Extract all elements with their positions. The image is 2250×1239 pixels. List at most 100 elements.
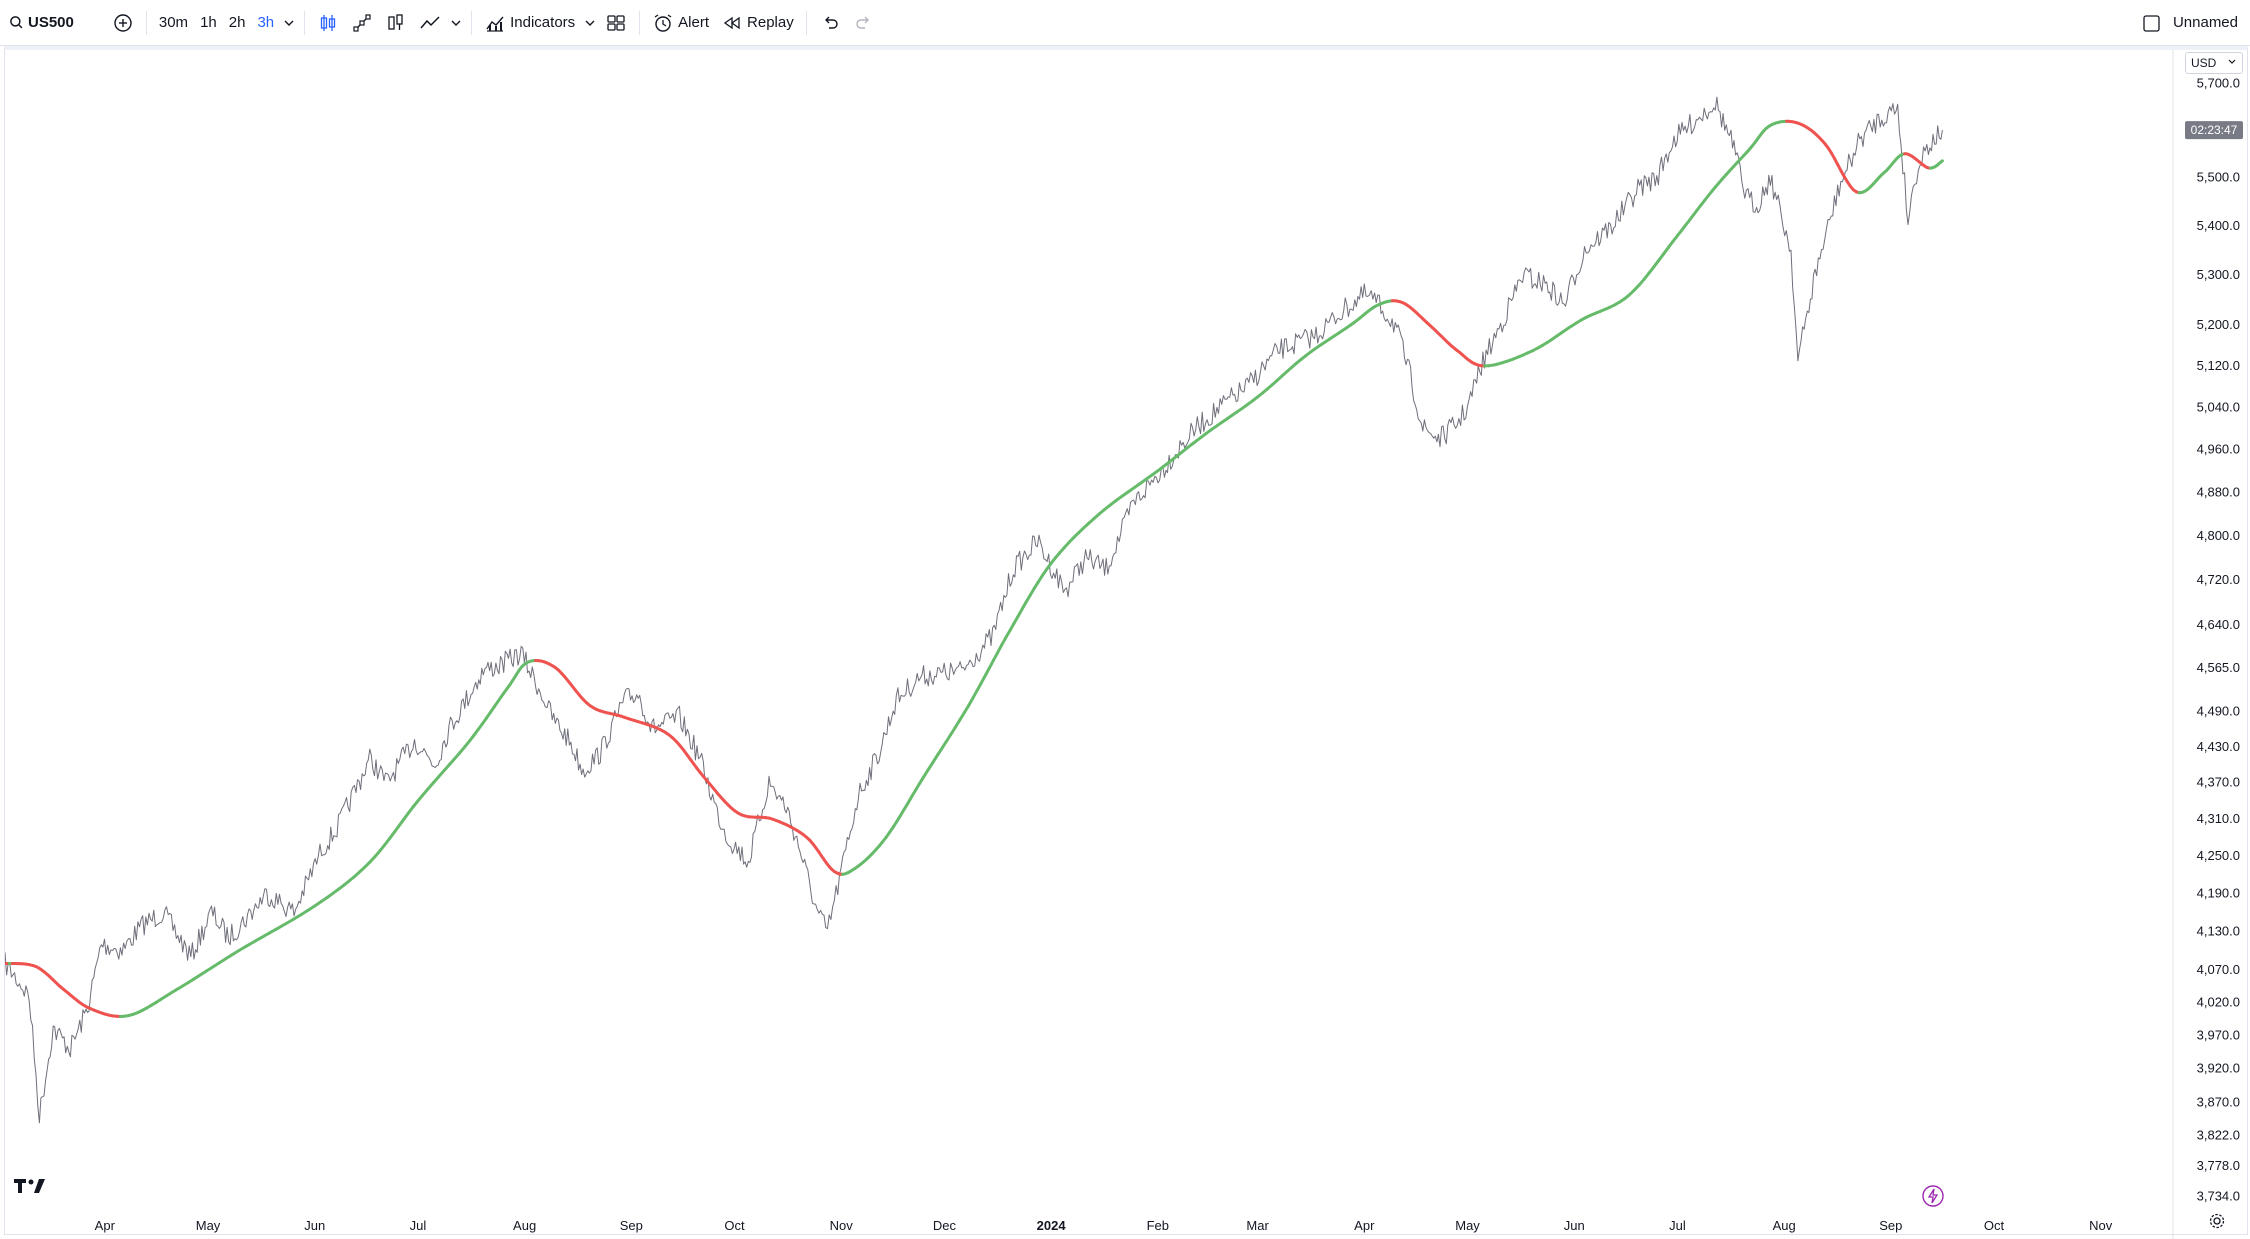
countdown-label: 02:23:47 xyxy=(2191,123,2238,137)
toolbar-divider xyxy=(806,11,807,35)
moving-average-segment xyxy=(1942,161,1943,162)
price-tick-label: 4,640.0 xyxy=(2197,617,2240,632)
interval-dropdown-button[interactable] xyxy=(280,6,298,40)
trend-button[interactable] xyxy=(413,6,447,40)
price-tick-label: 5,120.0 xyxy=(2197,358,2240,373)
series-group xyxy=(5,97,1942,1123)
alert-label: Alert xyxy=(678,14,709,31)
price-tick-label: 4,070.0 xyxy=(2197,962,2240,977)
chart-type-dropdown-button[interactable] xyxy=(447,6,465,40)
price-tick-label: 3,970.0 xyxy=(2197,1027,2240,1042)
currency-label: USD xyxy=(2191,56,2216,70)
currency-selector[interactable]: USD xyxy=(2185,52,2243,74)
price-tick-label: 4,310.0 xyxy=(2197,811,2240,826)
undo-icon xyxy=(819,12,841,34)
time-tick-label: Feb xyxy=(1147,1218,1169,1233)
price-tick-label: 4,430.0 xyxy=(2197,739,2240,754)
price-axis[interactable]: 5,700.05,600.05,500.05,400.05,300.05,200… xyxy=(2173,50,2243,1239)
price-tick-label: 4,190.0 xyxy=(2197,885,2240,900)
toolbar-divider xyxy=(639,11,640,35)
toolbar-divider xyxy=(471,11,472,35)
time-tick-label: Aug xyxy=(1773,1218,1796,1233)
toolbar-divider xyxy=(304,11,305,35)
redo-button[interactable] xyxy=(847,6,881,40)
time-tick-label: Mar xyxy=(1246,1218,1269,1233)
price-tick-label: 4,800.0 xyxy=(2197,528,2240,543)
price-tick-label: 4,490.0 xyxy=(2197,703,2240,718)
redo-icon xyxy=(853,12,875,34)
chart-pane[interactable]: 5,700.05,600.05,500.05,400.05,300.05,200… xyxy=(4,46,2248,1235)
interval-3h[interactable]: 3h xyxy=(251,6,280,40)
time-tick-label: Apr xyxy=(1354,1218,1375,1233)
alert-button[interactable]: Alert xyxy=(646,6,715,40)
replay-button[interactable]: Replay xyxy=(715,6,800,40)
indicators-label: Indicators xyxy=(510,14,575,31)
top-toolbar: US500 30m 1h 2h 3h xyxy=(0,0,2250,46)
time-tick-label: Oct xyxy=(724,1218,745,1233)
price-series-line xyxy=(5,97,1942,1123)
plus-circle-icon xyxy=(112,12,134,34)
checkbox-icon xyxy=(2141,12,2163,34)
price-tick-label: 3,778.0 xyxy=(2197,1158,2240,1173)
layout-templates-button[interactable] xyxy=(599,6,633,40)
interval-1h[interactable]: 1h xyxy=(194,6,223,40)
interval-2h[interactable]: 2h xyxy=(223,6,252,40)
price-tick-label: 4,880.0 xyxy=(2197,484,2240,499)
time-tick-label: Jul xyxy=(1669,1218,1686,1233)
price-tick-label: 5,040.0 xyxy=(2197,399,2240,414)
price-tick-label: 4,370.0 xyxy=(2197,775,2240,790)
chevron-down-icon xyxy=(449,12,463,34)
price-tick-label: 5,700.0 xyxy=(2197,76,2240,91)
time-tick-label: Apr xyxy=(95,1218,116,1233)
replay-label: Replay xyxy=(747,14,794,31)
tradingview-logo-icon[interactable] xyxy=(14,1178,48,1199)
time-tick-label: May xyxy=(196,1218,221,1233)
indicators-button[interactable]: Indicators xyxy=(478,6,581,40)
price-tick-label: 4,960.0 xyxy=(2197,441,2240,456)
time-tick-label: Jul xyxy=(410,1218,427,1233)
symbol-search-button[interactable]: US500 xyxy=(0,6,80,40)
trend-icon xyxy=(419,12,441,34)
lightning-icon[interactable] xyxy=(1921,1184,1945,1213)
time-tick-label: Sep xyxy=(1879,1218,1902,1233)
price-tick-label: 4,130.0 xyxy=(2197,923,2240,938)
search-icon xyxy=(8,12,26,34)
chart-type-candles-button[interactable] xyxy=(311,6,345,40)
price-tick-label: 4,565.0 xyxy=(2197,660,2240,675)
price-tick-label: 3,734.0 xyxy=(2197,1189,2240,1204)
alarm-clock-icon xyxy=(652,12,674,34)
time-tick-label: Nov xyxy=(830,1218,854,1233)
line-tool-button[interactable] xyxy=(345,6,379,40)
price-tick-label: 5,500.0 xyxy=(2197,170,2240,185)
line-tool-icon xyxy=(351,12,373,34)
price-tick-label: 5,400.0 xyxy=(2197,218,2240,233)
bar-style-button[interactable] xyxy=(379,6,413,40)
price-tick-label: 4,020.0 xyxy=(2197,994,2240,1009)
candles-icon xyxy=(317,12,339,34)
time-tick-label: Oct xyxy=(1984,1218,2005,1233)
chevron-down-icon xyxy=(583,12,597,34)
symbol-label: US500 xyxy=(28,14,74,31)
gear-icon[interactable] xyxy=(2208,1212,2226,1235)
price-tick-label: 4,250.0 xyxy=(2197,848,2240,863)
price-tick-label: 3,870.0 xyxy=(2197,1094,2240,1109)
time-tick-label: Sep xyxy=(620,1218,643,1233)
compare-symbol-button[interactable] xyxy=(106,6,140,40)
time-tick-label: 2024 xyxy=(1037,1218,1067,1233)
price-tick-label: 5,300.0 xyxy=(2197,267,2240,282)
interval-30m[interactable]: 30m xyxy=(153,6,194,40)
layout-name-label: Unnamed xyxy=(2173,14,2238,31)
bar-style-icon xyxy=(385,12,407,34)
price-tick-label: 4,720.0 xyxy=(2197,572,2240,587)
time-axis[interactable]: Apr May Jun Jul Aug Sep Oct Nov Dec 2024 Feb Mar Apr… xyxy=(5,1216,2173,1233)
price-chart[interactable]: 5,700.05,600.05,500.05,400.05,300.05,200… xyxy=(5,50,2249,1239)
indicators-dropdown-button[interactable] xyxy=(581,6,599,40)
price-tick-label: 3,822.0 xyxy=(2197,1127,2240,1142)
time-tick-label: Jun xyxy=(1564,1218,1585,1233)
layout-name-button[interactable]: Unnamed xyxy=(2135,6,2244,40)
chevron-down-icon xyxy=(2227,56,2237,70)
time-tick-label: Dec xyxy=(933,1218,957,1233)
time-tick-label: May xyxy=(1455,1218,1480,1233)
price-tick-label: 3,920.0 xyxy=(2197,1061,2240,1076)
undo-button[interactable] xyxy=(813,6,847,40)
